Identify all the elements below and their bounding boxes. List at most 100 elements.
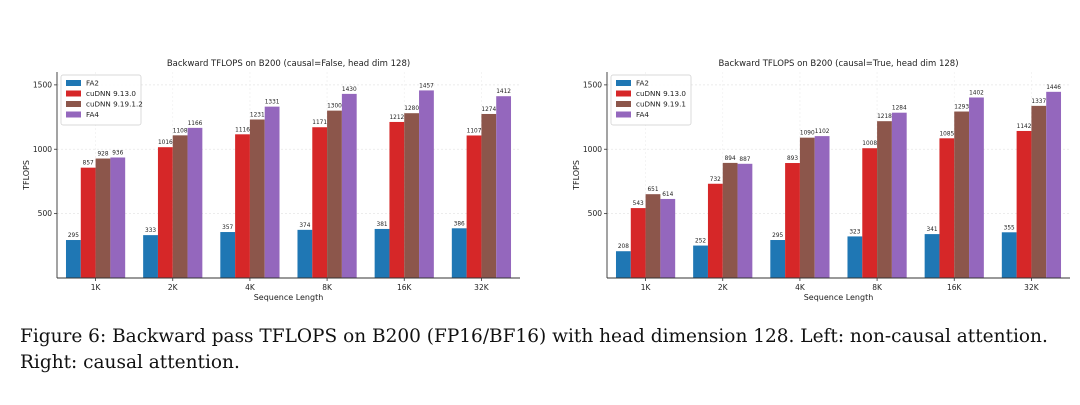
legend-label: FA4 (636, 110, 649, 119)
bar-value-label: 1171 (312, 120, 327, 126)
bar (630, 208, 646, 278)
bar (327, 110, 342, 278)
bar-value-label: 1016 (158, 140, 173, 146)
bar (954, 111, 970, 279)
bar (862, 148, 878, 278)
bar-value-label: 894 (725, 156, 736, 162)
bar (722, 162, 738, 278)
y-axis-label: TFLOPS (572, 160, 581, 191)
bar (785, 163, 800, 278)
bar (312, 127, 328, 278)
x-axis-label: Sequence Length (804, 293, 874, 302)
bar (95, 158, 111, 278)
legend-swatch (616, 111, 631, 118)
bar-value-label: 357 (222, 225, 233, 231)
bar (341, 93, 357, 278)
bar-value-label: 323 (849, 229, 860, 235)
legend-swatch (66, 111, 81, 118)
bar (645, 194, 661, 278)
bar-value-label: 1102 (815, 129, 830, 135)
legend-swatch (616, 90, 631, 97)
x-tick-label: 2K (718, 283, 729, 292)
bar-value-label: 732 (710, 177, 721, 183)
legend-label: cuDNN 9.19.1.2 (86, 100, 143, 109)
bar-value-label: 936 (112, 150, 123, 156)
bar (80, 167, 96, 278)
x-tick-label: 16K (947, 283, 963, 292)
bar (481, 113, 497, 278)
bar-value-label: 341 (927, 227, 938, 233)
chart-title: Backward TFLOPS on B200 (causal=False, h… (167, 59, 410, 69)
bar-value-label: 928 (97, 152, 108, 158)
bar (814, 136, 830, 278)
bar (374, 228, 390, 278)
legend-label: cuDNN 9.13.0 (636, 89, 686, 98)
bar (220, 232, 236, 278)
bar-value-label: 1430 (342, 87, 357, 93)
bar-value-label: 333 (145, 228, 156, 234)
bar (157, 147, 173, 278)
chart-1: Backward TFLOPS on B200 (causal=False, h… (22, 59, 520, 302)
bar-value-label: 543 (633, 201, 644, 207)
bar-value-label: 1107 (467, 128, 482, 134)
x-tick-label: 8K (872, 283, 883, 292)
x-tick-label: 4K (245, 283, 256, 292)
bar (1046, 91, 1062, 278)
y-tick-label: 1500 (583, 80, 602, 89)
bar (172, 135, 188, 278)
bar-value-label: 1231 (250, 113, 265, 119)
bar (799, 137, 815, 278)
bar-value-label: 614 (662, 192, 673, 198)
bar-value-label: 1337 (1031, 99, 1046, 105)
bar-value-label: 374 (299, 223, 310, 229)
bar (707, 183, 723, 278)
bar-value-label: 887 (739, 157, 750, 163)
bar-value-label: 1402 (969, 90, 984, 96)
bar (264, 106, 280, 278)
bar-value-label: 1457 (419, 83, 434, 89)
bar (419, 90, 434, 278)
bar-value-label: 252 (695, 239, 706, 245)
bar-value-label: 295 (68, 233, 79, 239)
figure-caption: Figure 6: Backward pass TFLOPS on B200 (… (20, 326, 1048, 373)
bar (737, 163, 753, 278)
bar-value-label: 1085 (939, 131, 954, 137)
bar (187, 127, 203, 278)
x-tick-label: 8K (322, 283, 333, 292)
bar-value-label: 1008 (862, 141, 877, 147)
chart-title: Backward TFLOPS on B200 (causal=True, he… (718, 59, 958, 69)
legend-label: FA4 (86, 110, 99, 119)
bar-value-label: 1446 (1046, 85, 1061, 91)
bar-value-label: 1284 (892, 106, 907, 112)
charts-canvas: Backward TFLOPS on B200 (causal=False, h… (22, 59, 1070, 302)
bar (924, 234, 940, 278)
bar (1016, 130, 1032, 278)
legend-swatch (616, 80, 631, 86)
x-tick-label: 32K (1024, 283, 1040, 292)
bar (249, 119, 265, 278)
y-tick-label: 500 (588, 209, 603, 218)
bar (297, 229, 313, 278)
x-tick-label: 2K (168, 283, 179, 292)
bar-value-label: 1090 (800, 131, 815, 137)
y-tick-label: 1500 (33, 80, 52, 89)
bar-value-label: 1116 (235, 127, 250, 133)
bar-value-label: 1293 (954, 105, 969, 111)
bar (770, 240, 786, 278)
legend-label: cuDNN 9.13.0 (86, 89, 136, 98)
x-tick-label: 4K (795, 283, 806, 292)
bar (65, 240, 81, 278)
bar (615, 251, 631, 278)
legend-label: FA2 (636, 79, 649, 88)
bar (1031, 105, 1047, 278)
x-tick-label: 16K (397, 283, 413, 292)
x-tick-label: 1K (91, 283, 102, 292)
legend-swatch (66, 80, 81, 86)
bar-value-label: 1300 (327, 104, 342, 110)
bar-value-label: 893 (787, 156, 798, 162)
bar (660, 198, 676, 278)
bar (693, 245, 708, 278)
